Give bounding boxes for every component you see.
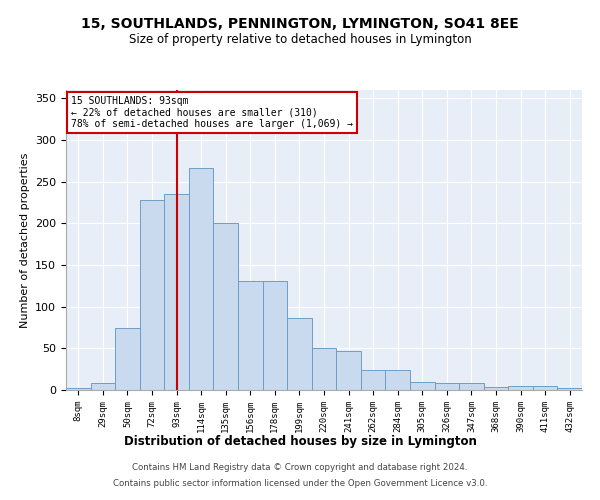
Bar: [508, 386, 533, 390]
Text: 15 SOUTHLANDS: 93sqm
← 22% of detached houses are smaller (310)
78% of semi-deta: 15 SOUTHLANDS: 93sqm ← 22% of detached h…: [71, 96, 353, 129]
Bar: [287, 318, 312, 390]
Bar: [91, 384, 115, 390]
Bar: [459, 384, 484, 390]
Bar: [164, 194, 189, 390]
Bar: [557, 388, 582, 390]
Bar: [410, 382, 434, 390]
Text: Distribution of detached houses by size in Lymington: Distribution of detached houses by size …: [124, 435, 476, 448]
Bar: [66, 388, 91, 390]
Bar: [263, 281, 287, 390]
Bar: [214, 224, 238, 390]
Text: Size of property relative to detached houses in Lymington: Size of property relative to detached ho…: [128, 32, 472, 46]
Bar: [385, 370, 410, 390]
Bar: [140, 200, 164, 390]
Bar: [115, 328, 140, 390]
Bar: [533, 386, 557, 390]
Bar: [434, 382, 459, 390]
Text: 15, SOUTHLANDS, PENNINGTON, LYMINGTON, SO41 8EE: 15, SOUTHLANDS, PENNINGTON, LYMINGTON, S…: [81, 18, 519, 32]
Bar: [484, 386, 508, 390]
Bar: [312, 348, 336, 390]
Y-axis label: Number of detached properties: Number of detached properties: [20, 152, 29, 328]
Bar: [336, 351, 361, 390]
Bar: [238, 281, 263, 390]
Text: Contains public sector information licensed under the Open Government Licence v3: Contains public sector information licen…: [113, 478, 487, 488]
Bar: [361, 370, 385, 390]
Text: Contains HM Land Registry data © Crown copyright and database right 2024.: Contains HM Land Registry data © Crown c…: [132, 464, 468, 472]
Bar: [189, 168, 214, 390]
